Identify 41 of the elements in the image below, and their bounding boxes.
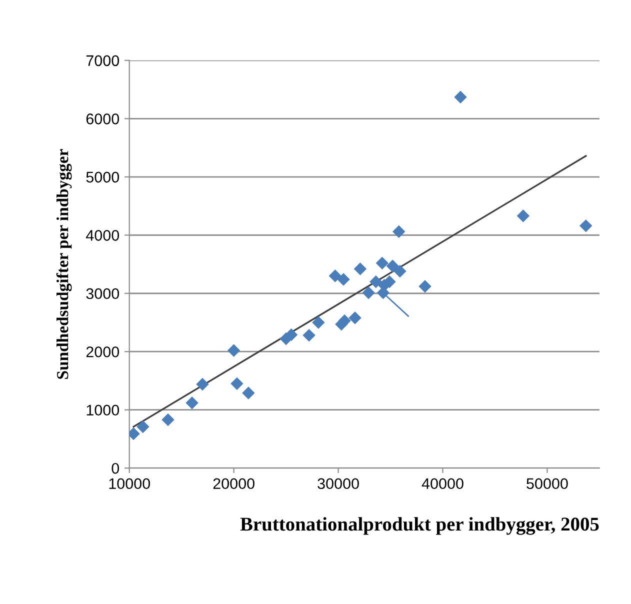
point — [196, 378, 209, 391]
point — [284, 328, 298, 342]
point — [383, 275, 396, 288]
point — [242, 386, 255, 400]
y-tick-label: 2000 — [86, 346, 120, 358]
point — [302, 328, 316, 342]
point — [227, 344, 240, 357]
y-tick-label: 1000 — [86, 404, 120, 416]
point — [186, 396, 198, 410]
point — [230, 377, 244, 390]
point — [580, 219, 592, 232]
point — [354, 262, 367, 276]
x-tick-label: 50000 — [526, 478, 568, 490]
point — [394, 264, 406, 278]
point — [348, 311, 362, 324]
point — [376, 256, 389, 270]
point — [370, 275, 382, 288]
point — [392, 225, 406, 238]
x-tick-label: 20000 — [213, 478, 254, 490]
y-tick-label: 7000 — [86, 55, 120, 66]
x-tick-label: 40000 — [422, 478, 464, 490]
x-tick-label: 30000 — [318, 478, 359, 490]
point — [136, 420, 150, 434]
y-tick-label: 5000 — [86, 172, 120, 183]
point — [338, 314, 351, 328]
point — [418, 280, 432, 293]
x-tick-label: 10000 — [109, 478, 150, 490]
y-tick-label: 6000 — [86, 114, 120, 124]
point — [337, 273, 350, 286]
y-axis-title: Sundhedsudgifter per indbygger — [56, 149, 72, 379]
point — [328, 270, 342, 282]
point — [386, 260, 399, 272]
y-tick-label: 4000 — [86, 230, 120, 241]
point — [454, 90, 467, 104]
y-tick-label: 3000 — [86, 288, 120, 300]
point — [312, 316, 325, 329]
point — [162, 413, 174, 426]
point — [516, 210, 530, 222]
y-tick-label: 0 — [112, 462, 120, 474]
point — [362, 286, 375, 300]
x-axis-title: Bruttonationalprodukt per indbygger, 2005 — [240, 517, 599, 535]
